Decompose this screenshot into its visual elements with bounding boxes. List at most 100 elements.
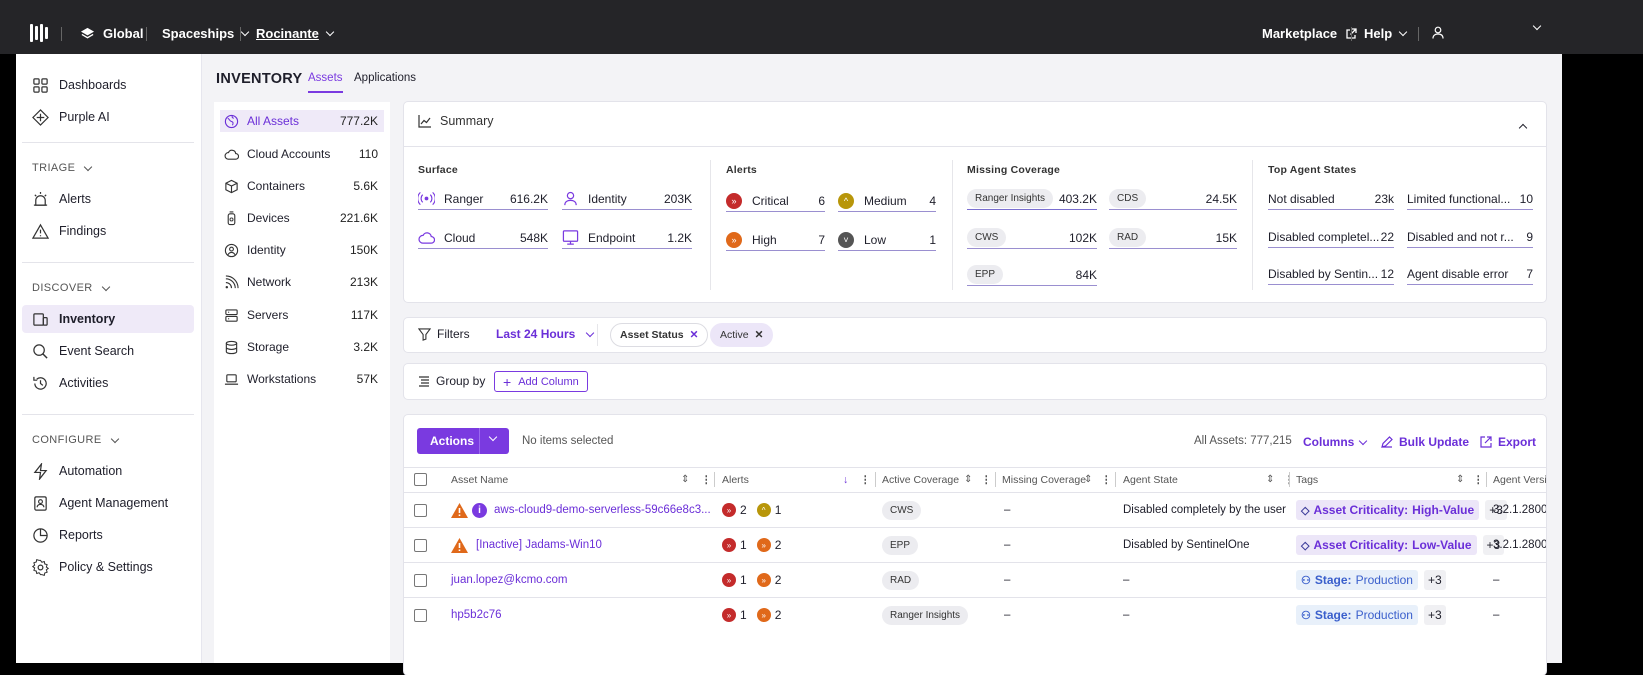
- surface-endpoint[interactable]: Endpoint 1.2K: [562, 227, 692, 249]
- nav-inventory[interactable]: Inventory: [22, 305, 194, 333]
- row-checkbox[interactable]: [414, 504, 427, 517]
- more-tags-button[interactable]: +3: [1485, 500, 1507, 520]
- agent-state-not-disabled[interactable]: Not disabled 23k: [1268, 188, 1394, 210]
- sort-icon[interactable]: ⇕: [1456, 474, 1465, 485]
- actions-dropdown-button[interactable]: Actions: [417, 428, 509, 454]
- discover-section-toggle[interactable]: DISCOVER: [32, 282, 110, 294]
- column-header-active-coverage[interactable]: Active Coverage: [882, 467, 959, 492]
- nav-dashboards[interactable]: Dashboards: [22, 71, 194, 99]
- agent-state-disabled-by-sentinelone[interactable]: Disabled by Sentin... 12: [1268, 263, 1394, 285]
- agent-state-limited[interactable]: Limited functional... 10: [1407, 188, 1533, 210]
- agent-state-disabled-not-rebooted[interactable]: Disabled and not r... 9: [1407, 226, 1533, 248]
- collapse-summary-icon[interactable]: [1518, 123, 1528, 133]
- column-menu-icon[interactable]: ⋮: [860, 473, 871, 486]
- group-by-button[interactable]: Group by: [418, 374, 485, 388]
- more-tags-button[interactable]: +3: [1482, 535, 1505, 555]
- column-menu-icon[interactable]: ⋮: [981, 473, 992, 486]
- nav-alerts[interactable]: Alerts: [22, 185, 194, 213]
- nav-findings[interactable]: Findings: [22, 217, 194, 245]
- surface-identity[interactable]: Identity 203K: [562, 188, 692, 210]
- marketplace-link[interactable]: Marketplace: [1262, 26, 1357, 41]
- tag-chip[interactable]: ⚇ Stage: Production: [1296, 605, 1418, 625]
- nav-activities[interactable]: Activities: [22, 369, 194, 397]
- sentinelone-logo-icon[interactable]: [30, 24, 48, 42]
- agent-state-disable-error[interactable]: Agent disable error 7: [1407, 263, 1533, 285]
- time-range-selector[interactable]: Last 24 Hours: [496, 327, 595, 341]
- column-menu-icon[interactable]: ⋮: [701, 473, 712, 486]
- missing-ranger-insights[interactable]: Ranger Insights 403.2K: [967, 188, 1097, 210]
- sort-descending-icon[interactable]: ↓: [843, 473, 849, 486]
- asset-name-link[interactable]: hp5b2c76: [451, 609, 502, 621]
- sort-icon[interactable]: ⇕: [1266, 474, 1275, 485]
- filter-chip-active[interactable]: Active ✕: [710, 323, 774, 347]
- remove-filter-icon[interactable]: ✕: [689, 329, 699, 341]
- nav-policy-settings[interactable]: Policy & Settings: [22, 553, 194, 581]
- add-column-button[interactable]: + Add Column: [494, 371, 588, 392]
- category-identity[interactable]: Identity 150K: [220, 239, 384, 261]
- sort-icon[interactable]: ⇕: [964, 474, 973, 485]
- scope-selector[interactable]: Global: [80, 26, 143, 41]
- category-all-assets[interactable]: All Assets 777.2K: [220, 110, 384, 132]
- column-header-asset-name[interactable]: Asset Name: [451, 467, 508, 492]
- category-servers[interactable]: Servers 117K: [220, 304, 384, 326]
- alert-critical[interactable]: » Critical 6: [726, 190, 825, 212]
- category-containers[interactable]: Containers 5.6K: [220, 175, 384, 197]
- nav-automation[interactable]: Automation: [22, 457, 194, 485]
- row-checkbox[interactable]: [414, 539, 427, 552]
- account-dropdown[interactable]: [1532, 21, 1542, 31]
- row-checkbox[interactable]: [414, 609, 427, 622]
- configure-section-toggle[interactable]: CONFIGURE: [32, 434, 119, 446]
- nav-event-search[interactable]: Event Search: [22, 337, 194, 365]
- alert-high[interactable]: » High 7: [726, 229, 825, 251]
- column-header-alerts[interactable]: Alerts: [722, 467, 749, 492]
- column-menu-icon[interactable]: ⋮: [1473, 473, 1484, 486]
- alert-medium[interactable]: ^ Medium 4: [838, 190, 936, 212]
- group-selector[interactable]: Spaceships: [162, 26, 250, 41]
- row-checkbox[interactable]: [414, 574, 427, 587]
- triage-section-toggle[interactable]: TRIAGE: [32, 162, 93, 174]
- alert-low[interactable]: ˅ Low 1: [838, 229, 936, 251]
- remove-filter-icon[interactable]: ✕: [754, 329, 764, 341]
- column-menu-icon[interactable]: ⋮: [1101, 473, 1112, 486]
- category-storage[interactable]: Storage 3.2K: [220, 336, 384, 358]
- column-header-tags[interactable]: Tags: [1296, 467, 1318, 492]
- tag-chip[interactable]: ◇ Asset Criticality: High-Value: [1296, 500, 1480, 520]
- tag-chip[interactable]: ◇ Asset Criticality: Low-Value: [1296, 535, 1477, 555]
- tab-applications[interactable]: Applications: [354, 72, 417, 84]
- column-header-agent-state[interactable]: Agent State: [1123, 467, 1178, 492]
- agent-state-disabled-completely[interactable]: Disabled completel... 22: [1268, 226, 1394, 248]
- nav-agent-management[interactable]: Agent Management: [22, 489, 194, 517]
- help-menu[interactable]: Help: [1364, 26, 1408, 41]
- column-header-missing-coverage[interactable]: Missing Coverage: [1002, 467, 1086, 492]
- sort-icon[interactable]: ⇕: [681, 474, 690, 485]
- asset-name-link[interactable]: [Inactive] Jadams-Win10: [476, 539, 602, 551]
- surface-ranger[interactable]: Ranger 616.2K: [418, 188, 548, 210]
- asset-name-link[interactable]: juan.lopez@kcmo.com: [451, 574, 568, 586]
- nav-purple-ai[interactable]: Purple AI: [22, 103, 194, 131]
- column-header-agent-version[interactable]: Agent Versi: [1493, 467, 1546, 492]
- summary-header[interactable]: Summary: [418, 114, 493, 128]
- user-menu[interactable]: [1432, 26, 1444, 39]
- sort-icon[interactable]: ⇕: [1084, 474, 1093, 485]
- surface-cloud[interactable]: Cloud 548K: [418, 227, 548, 249]
- tag-chip[interactable]: ⚇ Stage: Production: [1296, 570, 1418, 590]
- category-workstations[interactable]: Workstations 57K: [220, 368, 384, 390]
- more-tags-button[interactable]: +3: [1423, 570, 1446, 590]
- bulk-update-button[interactable]: Bulk Update: [1381, 435, 1469, 449]
- columns-dropdown[interactable]: Columns: [1303, 435, 1368, 449]
- missing-epp[interactable]: EPP 84K: [967, 264, 1097, 286]
- export-button[interactable]: Export: [1480, 435, 1536, 449]
- missing-rad[interactable]: RAD 15K: [1109, 227, 1237, 249]
- missing-cds[interactable]: CDS 24.5K: [1109, 188, 1237, 210]
- category-network[interactable]: Network 213K: [220, 271, 384, 293]
- more-tags-button[interactable]: +3: [1423, 605, 1446, 625]
- missing-cws[interactable]: CWS 102K: [967, 227, 1097, 249]
- tab-assets[interactable]: Assets: [308, 72, 343, 93]
- category-cloud-accounts[interactable]: Cloud Accounts 110: [220, 143, 384, 165]
- nav-reports[interactable]: Reports: [22, 521, 194, 549]
- site-selector[interactable]: Rocinante: [256, 26, 335, 41]
- filter-chip-asset-status[interactable]: Asset Status ✕: [610, 323, 709, 347]
- filters-button[interactable]: Filters: [418, 327, 470, 341]
- category-devices[interactable]: Devices 221.6K: [220, 207, 384, 229]
- select-all-checkbox[interactable]: [414, 473, 427, 486]
